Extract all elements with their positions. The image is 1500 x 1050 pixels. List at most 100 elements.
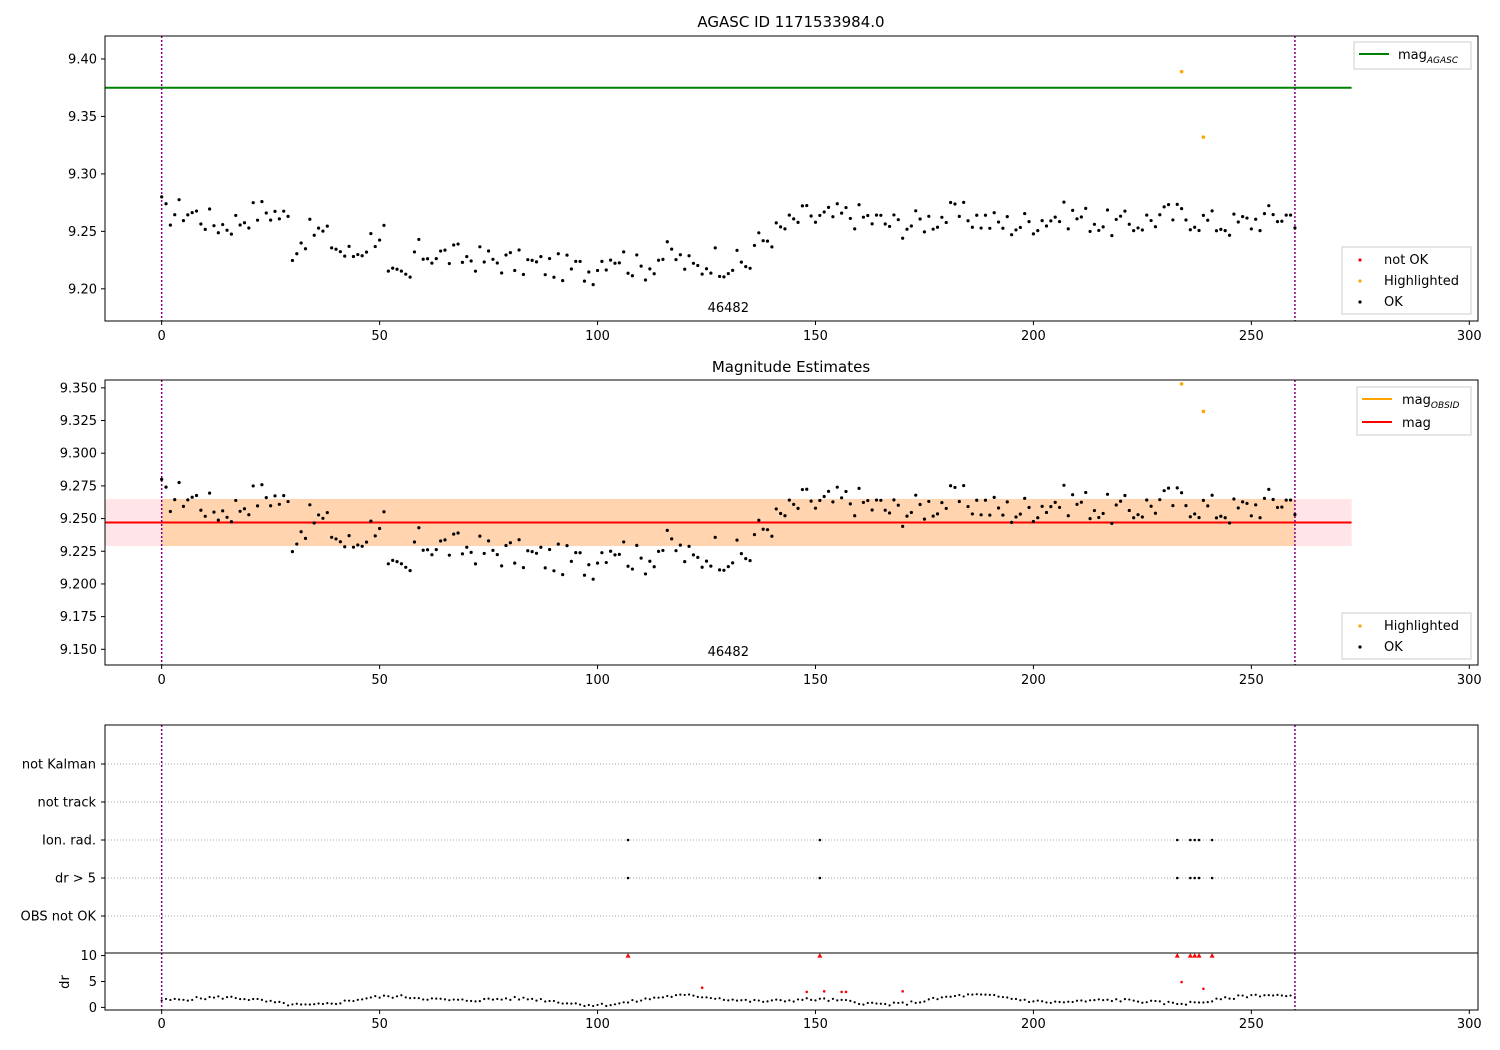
x-tick-label: 200 <box>1021 673 1046 688</box>
dr-point <box>391 996 394 999</box>
dr-point <box>1075 999 1079 1002</box>
dr-point <box>426 998 429 1001</box>
dr-point <box>256 997 259 1001</box>
dr-point <box>1184 1003 1188 1006</box>
ok-point <box>251 201 255 205</box>
ok-point <box>604 268 608 272</box>
ok-point <box>674 549 678 553</box>
dr-point <box>160 999 163 1002</box>
flag-point <box>1197 876 1201 880</box>
ok-point <box>818 213 822 218</box>
panel-mag-estimates-frame <box>104 379 1479 666</box>
dr-point <box>993 993 996 997</box>
dr-point <box>1110 999 1113 1003</box>
ok-point <box>927 499 931 504</box>
dr-point <box>788 999 791 1002</box>
ok-point <box>443 538 447 542</box>
ok-point <box>1084 490 1088 495</box>
x-tick-label: 150 <box>803 329 828 344</box>
ok-point <box>722 568 726 572</box>
ok-point <box>848 502 852 506</box>
ok-point <box>700 565 704 569</box>
dr-point <box>561 1002 564 1005</box>
dr-point <box>221 997 224 1000</box>
ok-point <box>613 553 617 557</box>
ok-point <box>1175 486 1179 490</box>
dr-point <box>692 994 695 997</box>
ok-point <box>613 261 617 265</box>
ok-point <box>238 509 242 513</box>
ok-point <box>630 274 635 278</box>
ok-point <box>469 550 473 554</box>
ok-point <box>447 261 451 266</box>
ok-point <box>691 553 696 557</box>
dr-outlier-point <box>840 990 843 994</box>
dr-point <box>448 999 451 1002</box>
ok-point <box>931 514 935 518</box>
ok-point <box>918 502 922 507</box>
x-tick-label: 300 <box>1457 329 1482 344</box>
dr-point <box>962 995 965 998</box>
y-tick-label: 9.300 <box>60 447 97 462</box>
ok-point <box>1232 497 1236 501</box>
dr-point <box>1054 1000 1057 1003</box>
dr-point <box>1197 1001 1201 1004</box>
ok-point <box>617 552 621 556</box>
dr-point <box>936 998 939 1001</box>
ok-point <box>334 537 338 541</box>
dr-outlier-point <box>700 986 704 990</box>
ok-point <box>774 507 778 511</box>
dr-point <box>888 1004 891 1007</box>
ok-point <box>260 483 264 487</box>
dr-point <box>339 1002 342 1005</box>
dr-y-tick-label: 5 <box>89 975 97 990</box>
dr-point <box>470 999 473 1003</box>
dr-point <box>513 995 516 999</box>
dr-point <box>827 999 830 1002</box>
ok-point <box>731 268 735 272</box>
ok-point <box>1040 219 1044 223</box>
dr-point <box>792 1000 795 1003</box>
ok-point <box>765 239 770 243</box>
ok-point <box>1149 218 1153 223</box>
ok-point <box>870 508 874 512</box>
ok-point <box>574 551 578 555</box>
ok-point <box>290 258 295 263</box>
ok-point <box>1036 229 1040 233</box>
ok-point <box>587 270 591 274</box>
dr-point <box>313 1003 316 1006</box>
ok-point <box>273 494 277 498</box>
ok-point <box>478 245 482 249</box>
ok-point <box>1197 515 1201 520</box>
ok-point <box>1010 233 1014 237</box>
ok-point <box>687 254 691 258</box>
ok-point <box>622 540 626 544</box>
ok-point <box>177 198 181 202</box>
x-tick-label: 100 <box>585 673 610 688</box>
dr-point <box>422 998 425 1001</box>
dr-point <box>413 996 416 1000</box>
y-tick-label: 9.25 <box>68 225 97 240</box>
dr-point <box>683 993 686 997</box>
ok-point <box>386 562 390 566</box>
dr-point <box>679 993 682 996</box>
ok-point <box>1114 217 1118 222</box>
dr-point <box>1141 1001 1144 1004</box>
ok-point <box>975 213 979 217</box>
dr-point <box>456 998 460 1001</box>
ok-point <box>966 219 970 223</box>
dr-point <box>988 993 991 996</box>
dr-point <box>1001 995 1004 999</box>
ok-point <box>966 504 970 509</box>
x-tick-label: 0 <box>158 673 166 688</box>
flag-point <box>1193 838 1196 842</box>
ok-point <box>635 543 639 547</box>
ok-point <box>1201 498 1205 502</box>
ok-point <box>574 259 578 263</box>
ok-point <box>425 257 430 261</box>
dr-point <box>509 998 512 1001</box>
ok-point <box>1066 514 1070 518</box>
dr-point <box>260 998 264 1001</box>
ok-point <box>896 503 900 507</box>
ok-point <box>853 227 857 231</box>
